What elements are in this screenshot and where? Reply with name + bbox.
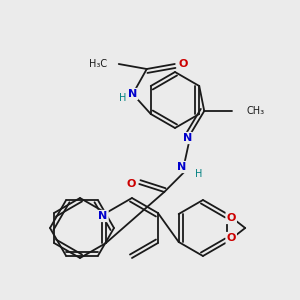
- Text: H: H: [119, 93, 126, 103]
- Text: H: H: [195, 169, 202, 179]
- Text: N: N: [98, 211, 108, 221]
- Text: H₃C: H₃C: [88, 59, 107, 69]
- Text: O: O: [226, 233, 236, 243]
- Text: O: O: [226, 213, 236, 223]
- Text: N: N: [177, 162, 186, 172]
- Text: N: N: [128, 89, 137, 99]
- Text: O: O: [178, 59, 188, 69]
- Text: O: O: [127, 179, 136, 189]
- Text: N: N: [183, 133, 192, 143]
- Text: CH₃: CH₃: [246, 106, 264, 116]
